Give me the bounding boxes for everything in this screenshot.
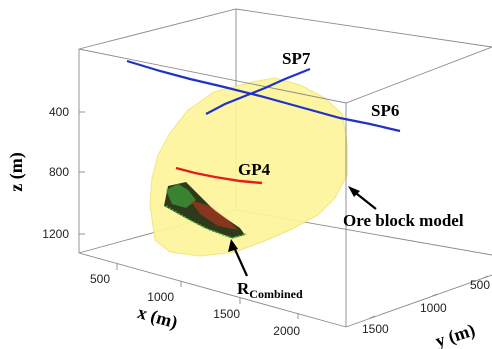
r-combined-arrowhead bbox=[228, 239, 238, 252]
z-axis-label: z (m) bbox=[6, 152, 27, 191]
x-tick-label: 1500 bbox=[213, 307, 240, 321]
ore-arrowhead bbox=[348, 186, 360, 197]
r-combined-green-scatter bbox=[166, 184, 196, 208]
y-tick-label: 1000 bbox=[420, 301, 447, 315]
r-combined-arrow bbox=[231, 244, 249, 277]
x-tick-label: 2000 bbox=[273, 324, 300, 338]
y-tick-label: 500 bbox=[470, 278, 490, 292]
r-combined-rim bbox=[165, 205, 247, 239]
y-axis-label: y (m) bbox=[433, 320, 478, 349]
z-axis: 400 800 1200 z (m) bbox=[6, 105, 85, 241]
bounding-box-front bbox=[78, 46, 492, 328]
r-combined-region bbox=[164, 182, 247, 239]
y-axis: 1500 1000 500 y (m) bbox=[362, 275, 490, 349]
r-combined-label: RCombined bbox=[237, 279, 303, 301]
sp7-line bbox=[205, 67, 311, 115]
x-tick-label: 1000 bbox=[147, 290, 174, 304]
gp4-line bbox=[175, 166, 263, 185]
x-axis-label: x (m) bbox=[135, 302, 180, 333]
sp6-label: SP6 bbox=[371, 101, 399, 120]
sp6-line bbox=[126, 59, 401, 133]
gp4-label: GP4 bbox=[238, 160, 271, 179]
z-tick-label: 1200 bbox=[42, 227, 69, 241]
sp7-label: SP7 bbox=[282, 49, 311, 68]
y-tick-label: 1500 bbox=[362, 322, 389, 336]
z-tick-label: 400 bbox=[49, 105, 69, 119]
ore-block-label: Ore block model bbox=[343, 211, 464, 230]
x-tick-label: 500 bbox=[90, 272, 110, 286]
z-tick-label: 800 bbox=[49, 165, 69, 179]
x-axis: 500 1000 1500 2000 x (m) bbox=[90, 264, 300, 338]
r-combined-red-scatter bbox=[190, 200, 238, 230]
